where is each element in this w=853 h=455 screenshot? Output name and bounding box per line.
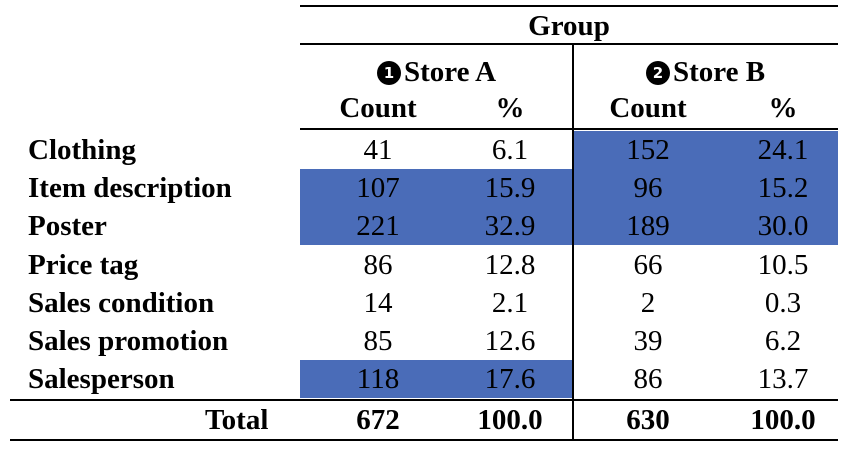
number-two-badge-icon: 2 <box>645 61 670 85</box>
total-store-a-count: 672 <box>356 404 400 436</box>
highlight-store-a-item-description-poster <box>300 169 573 245</box>
store-a-percent-cell: 12.6 <box>484 325 536 357</box>
store-b-percent-cell: 30.0 <box>757 210 809 243</box>
store-b-percent-header: % <box>768 92 798 124</box>
store-b-percent-cell: 15.2 <box>757 172 809 205</box>
store-a-count-header: Count <box>339 92 417 124</box>
highlight-store-a-salesperson <box>300 360 573 398</box>
header-rule <box>300 128 838 130</box>
store-a-count-cell: 41 <box>363 134 393 166</box>
store-b-count-cell: 189 <box>626 210 670 243</box>
store-b-label: Store B <box>672 56 766 88</box>
store-a-percent-cell: 17.6 <box>484 363 536 396</box>
highlight-store-b-item-description-poster <box>573 169 838 245</box>
total-store-b-count: 630 <box>626 404 670 436</box>
store-divider <box>572 44 574 441</box>
row-label: Sales promotion <box>28 325 229 357</box>
row-label: Poster <box>28 210 107 243</box>
number-one-badge-icon: 1 <box>376 61 401 85</box>
store-a-header: 1 Store A <box>300 53 573 91</box>
store-b-count-cell: 66 <box>633 248 663 281</box>
store-a-count-cell: 86 <box>363 248 393 281</box>
store-a-count-cell: 14 <box>363 286 393 319</box>
total-store-a-percent: 100.0 <box>477 404 543 436</box>
highlight-store-b-clothing <box>573 131 838 169</box>
store-b-percent-cell: 6.2 <box>764 325 802 357</box>
group-rule <box>300 43 838 45</box>
top-rule <box>300 5 838 7</box>
row-label: Sales condition <box>28 286 215 319</box>
store-b-count-header: Count <box>609 92 687 124</box>
store-a-percent-cell: 6.1 <box>491 134 529 166</box>
store-a-percent-cell: 12.8 <box>484 248 536 281</box>
group-header: Group <box>528 10 610 42</box>
store-b-percent-cell: 24.1 <box>757 134 809 166</box>
store-a-count-cell: 221 <box>356 210 400 243</box>
store-a-percent-header: % <box>495 92 525 124</box>
store-b-percent-cell: 10.5 <box>757 248 809 281</box>
store-b-count-cell: 86 <box>633 363 663 396</box>
store-a-count-cell: 118 <box>356 363 400 396</box>
store-a-percent-cell: 2.1 <box>491 286 529 319</box>
total-store-b-percent: 100.0 <box>750 404 816 436</box>
store-b-count-cell: 152 <box>626 134 670 166</box>
row-label: Item description <box>28 172 232 205</box>
store-b-percent-cell: 0.3 <box>764 286 802 319</box>
row-label: Price tag <box>28 248 139 281</box>
store-b-header: 2 Store B <box>573 53 838 91</box>
store-b-count-cell: 39 <box>633 325 663 357</box>
store-a-percent-cell: 32.9 <box>484 210 536 243</box>
store-b-count-cell: 96 <box>633 172 663 205</box>
store-a-percent-cell: 15.9 <box>484 172 536 205</box>
row-label: Salesperson <box>28 363 175 396</box>
store-a-count-cell: 85 <box>363 325 393 357</box>
store-b-percent-cell: 13.7 <box>757 363 809 396</box>
store-a-count-cell: 107 <box>356 172 400 205</box>
store-b-count-cell: 2 <box>640 286 656 319</box>
bottom-rule <box>10 439 838 441</box>
row-label: Clothing <box>28 134 136 166</box>
store-a-label: Store A <box>403 56 497 88</box>
total-top-rule <box>10 399 838 401</box>
total-label: Total <box>205 404 269 436</box>
